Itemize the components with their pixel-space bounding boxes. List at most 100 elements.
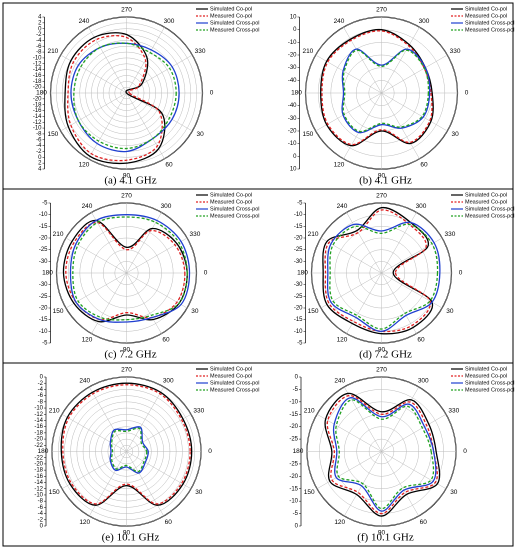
r-tick-label: -20 (39, 306, 48, 312)
grid-spoke (126, 414, 192, 452)
r-tick-label: -5 (42, 341, 48, 347)
grid-spoke (89, 451, 127, 517)
legend-label: Measured Cross-pol (210, 27, 260, 33)
r-tick-label: -20 (294, 306, 303, 312)
r-tick-label: -2 (38, 517, 44, 523)
theta-tick-label: 30 (446, 308, 454, 315)
grid-spoke (60, 54, 127, 94)
pattern-curve (110, 427, 148, 473)
grid-spoke (88, 92, 127, 159)
pattern-curve (69, 214, 191, 323)
theta-tick-label: 240 (334, 378, 345, 385)
theta-tick-label: 240 (334, 18, 345, 25)
r-tick-label: 4 (38, 167, 42, 173)
r-tick-label: -6 (36, 137, 42, 143)
pattern-curve (64, 32, 166, 165)
theta-tick-label: 330 (193, 407, 204, 414)
theta-tick-label: 120 (79, 162, 90, 169)
r-tick-label: -5 (293, 511, 299, 517)
r-tick-label: -30 (294, 259, 303, 265)
legend-label: Simulated Cross-pol (465, 380, 515, 386)
r-tick-label: -20 (33, 85, 42, 91)
r-tick-label: -10 (39, 212, 48, 218)
legend-label: Measured Cross-pol (210, 387, 260, 393)
caption: (f) 10.1 GHz (357, 532, 414, 544)
grid-spoke (381, 237, 443, 274)
grid-spoke (381, 272, 417, 334)
theta-tick-label: 330 (444, 231, 455, 238)
r-tick-label: -18 (34, 468, 43, 474)
theta-tick-label: 270 (121, 367, 132, 374)
r-tick-label: -30 (288, 65, 297, 71)
theta-tick-label: 300 (163, 378, 174, 385)
legend-label: Simulated Cross-pol (465, 20, 515, 26)
legend-label: Simulated Cross-pol (210, 20, 260, 26)
grid-spoke (316, 414, 382, 452)
pattern-curve (320, 28, 434, 147)
grid-spoke (126, 272, 188, 309)
r-tick-label: -2 (36, 149, 42, 155)
grid-spoke (126, 386, 164, 452)
r-tick-label: -40 (288, 103, 297, 109)
theta-tick-label: 180 (297, 270, 308, 277)
theta-tick-label: 60 (162, 336, 170, 343)
caption: (c) 7.2 GHz (104, 349, 156, 361)
theta-tick-label: 150 (308, 308, 319, 315)
r-tick-label: 0 (38, 26, 42, 32)
r-tick-label: -30 (39, 259, 48, 265)
pattern-curve (70, 42, 180, 153)
r-tick-label: -10 (34, 493, 43, 499)
r-tick-label: -10 (294, 212, 303, 218)
theta-tick-label: 270 (121, 7, 132, 14)
r-tick-label: -4 (36, 143, 42, 149)
grid-spoke (381, 272, 443, 309)
r-tick-label: 0 (293, 27, 297, 33)
r-tick-label: 0 (40, 524, 44, 530)
grid-spoke (61, 451, 127, 489)
r-tick-label: -18 (34, 430, 43, 436)
r-tick-label: -14 (33, 114, 42, 120)
legend-label: Simulated Co-pol (465, 366, 507, 372)
r-tick-label: 0 (40, 375, 44, 381)
grid-spoke (343, 92, 382, 159)
pattern-curve (335, 399, 435, 510)
r-tick-label: 4 (38, 15, 42, 21)
theta-tick-label: 210 (53, 231, 64, 238)
grid-spoke (126, 92, 165, 159)
grid-spoke (65, 272, 127, 309)
grid-spoke (381, 451, 419, 517)
theta-tick-label: 270 (376, 7, 387, 14)
r-tick-label: -5 (297, 341, 303, 347)
r-tick-label: -14 (34, 480, 43, 486)
theta-tick-label: 0 (459, 270, 463, 277)
grid-spoke (61, 414, 127, 452)
grid-spoke (381, 92, 448, 132)
legend-label: Simulated Co-pol (210, 6, 252, 12)
theta-tick-label: 240 (79, 378, 90, 385)
theta-tick-label: 300 (164, 18, 175, 25)
theta-tick-label: 240 (82, 203, 93, 210)
theta-tick-label: 300 (161, 203, 172, 210)
r-tick-label: -25 (39, 247, 48, 253)
theta-tick-label: 90 (123, 347, 131, 354)
theta-tick-label: 0 (210, 90, 214, 97)
theta-tick-label: 150 (47, 131, 58, 138)
caption: (e) 10.1 GHz (102, 532, 160, 544)
r-tick-label: -20 (33, 96, 42, 102)
theta-tick-label: 300 (416, 203, 427, 210)
legend-label: Measured Co-pol (210, 199, 252, 205)
theta-tick-label: 120 (337, 336, 348, 343)
r-tick-label: -2 (36, 32, 42, 38)
grid-spoke (381, 92, 420, 159)
theta-tick-label: 0 (208, 448, 212, 455)
pattern-curve (329, 223, 439, 330)
legend-label: Measured Co-pol (465, 13, 507, 19)
theta-tick-label: 210 (49, 407, 60, 414)
r-tick-label: -18 (33, 79, 42, 85)
pattern-curve (341, 48, 431, 134)
r-tick-label: -15 (289, 486, 298, 492)
grid-spoke (344, 386, 382, 452)
theta-tick-label: 330 (195, 48, 206, 55)
